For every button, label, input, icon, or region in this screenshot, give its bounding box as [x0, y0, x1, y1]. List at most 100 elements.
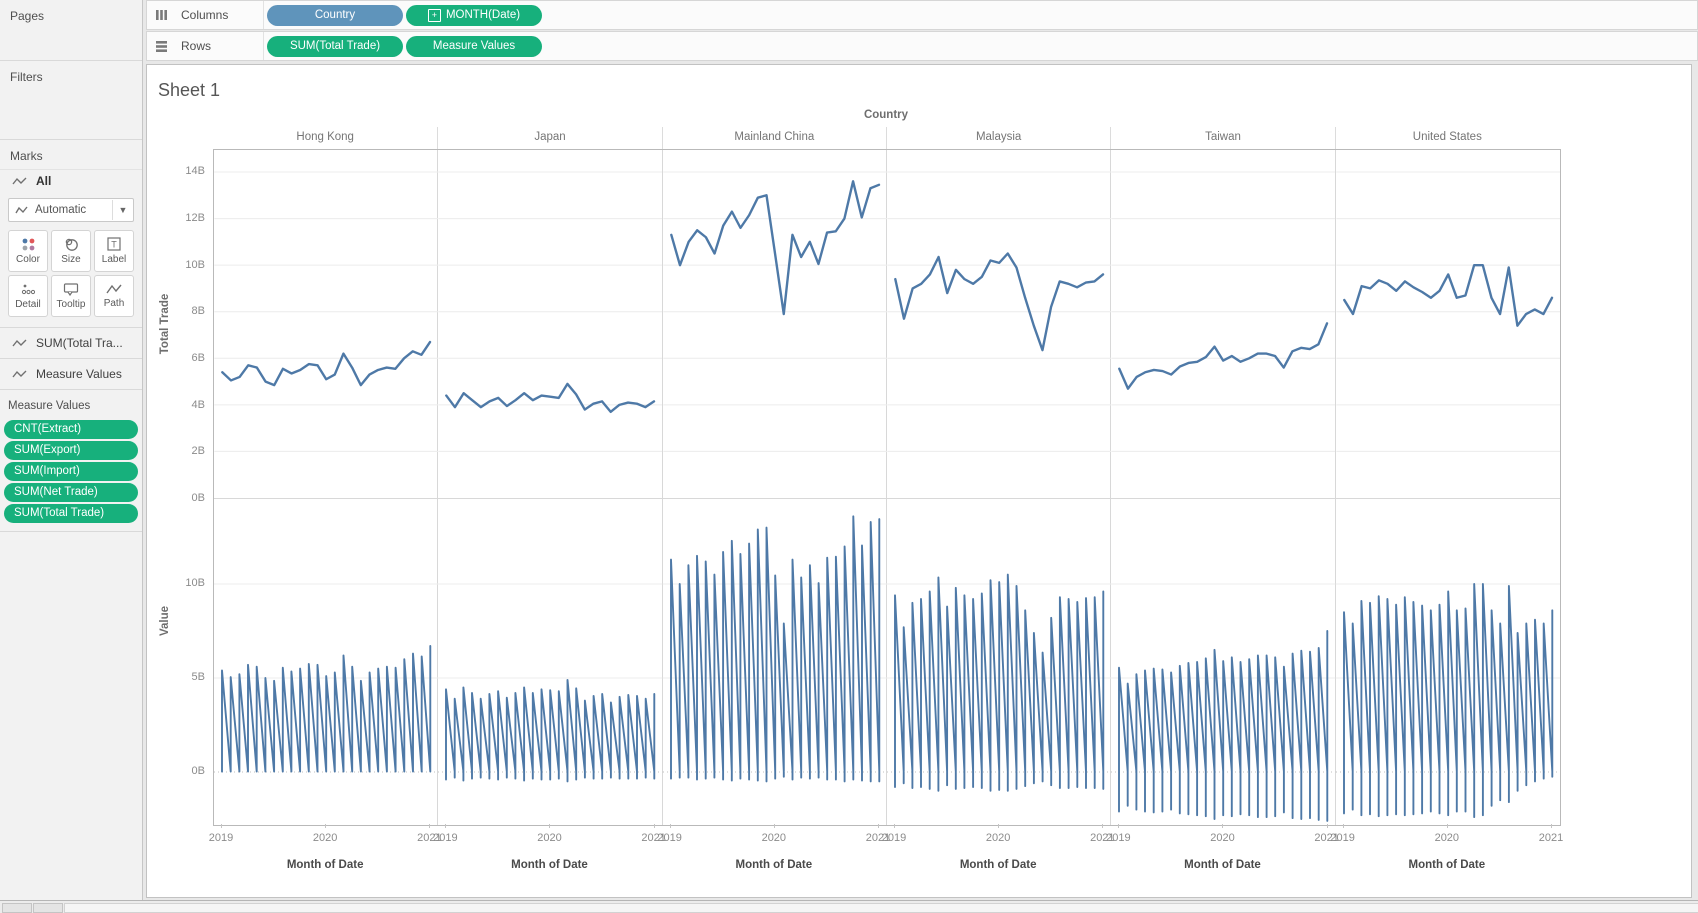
color-button[interactable]: Color	[8, 230, 48, 272]
measure-values-line[interactable]	[669, 515, 880, 783]
measure-values-line[interactable]	[445, 678, 656, 783]
facet-header-malaysia: Malaysia	[885, 127, 1110, 149]
x-tick-label: 2019	[433, 832, 458, 844]
tooltip-button[interactable]: Tooltip	[51, 275, 91, 317]
total-trade-chart-mainland-china[interactable]	[662, 150, 887, 499]
columns-shelf[interactable]: Columns Country + MONTH(Date)	[146, 0, 1698, 30]
x-tick-label: 2021	[1314, 832, 1339, 844]
color-icon	[22, 238, 34, 251]
y-tick-label: 12B	[185, 211, 205, 224]
path-button[interactable]: Path	[94, 275, 134, 317]
y-tick-label: 2B	[191, 445, 205, 458]
x-tick-label: 2020	[312, 832, 338, 844]
svg-text:T: T	[111, 240, 117, 250]
x-axis-panel-mainland-china[interactable]: 2019 2020 2021	[657, 824, 890, 870]
x-tick-label: 2021	[1538, 832, 1564, 844]
pill-sum-export[interactable]: SUM(Export)	[4, 441, 138, 460]
y-tick-label: 10B	[185, 258, 205, 271]
facet-panel-united-states	[1335, 150, 1560, 825]
trend-line[interactable]	[894, 252, 1105, 352]
x-tick-label: 2019	[657, 832, 682, 844]
x-tick	[1342, 824, 1344, 828]
facet-header-japan: Japan	[437, 127, 661, 149]
measure-values-line[interactable]	[894, 573, 1105, 792]
shelf-divider	[263, 32, 264, 60]
pill-month-date[interactable]: + MONTH(Date)	[406, 4, 542, 26]
measure-values-line[interactable]	[1118, 630, 1329, 822]
scroll-button-right[interactable]	[33, 903, 63, 913]
measure-values-chart-japan[interactable]	[438, 499, 663, 825]
trend-line[interactable]	[669, 180, 880, 316]
total-trade-chart-taiwan[interactable]	[1111, 150, 1336, 499]
measure-values-chart-united-states[interactable]	[1335, 499, 1560, 825]
x-tick-label: 2021	[641, 832, 666, 844]
x-tick-label: 2020	[1210, 832, 1235, 844]
pill-sum-total-trade[interactable]: SUM(Total Trade)	[4, 504, 138, 523]
pill-measure-values-rows[interactable]: Measure Values	[406, 35, 542, 57]
x-tick-label: 2021	[1090, 832, 1115, 844]
detail-button[interactable]: Detail	[8, 275, 48, 317]
pill-sum-import[interactable]: SUM(Import)	[4, 462, 138, 481]
total-trade-chart-japan[interactable]	[438, 150, 663, 499]
status-scroll-strip	[0, 900, 1698, 913]
total-trade-chart-hong-kong[interactable]	[214, 150, 439, 499]
trend-line[interactable]	[221, 340, 432, 387]
scroll-button-left[interactable]	[2, 903, 32, 913]
x-tick	[221, 824, 222, 828]
x-axis-panel-united-states[interactable]: 2019 2020 2021	[1330, 824, 1563, 870]
trend-line[interactable]	[1342, 263, 1553, 327]
line-mark-icon	[12, 339, 27, 347]
total-trade-chart-malaysia[interactable]	[886, 150, 1111, 499]
marks-layer-measure-values[interactable]: Measure Values	[0, 358, 142, 389]
pill-sum-total-trade-rows[interactable]: SUM(Total Trade)	[267, 35, 403, 57]
mark-type-dropdown[interactable]: Automatic ▼	[8, 198, 134, 222]
chevron-down-icon[interactable]: ▼	[112, 200, 133, 220]
measure-values-chart-mainland-china[interactable]	[662, 499, 887, 825]
pages-shelf[interactable]: Pages	[0, 0, 142, 61]
x-axis-panel-japan[interactable]: 2019 2020 2021	[433, 824, 666, 870]
sidebar: Pages Filters Marks All Automatic ▼ Colo…	[0, 0, 143, 900]
x-axis-panel-malaysia[interactable]: 2019 2020 2021	[882, 824, 1115, 870]
pill-country[interactable]: Country	[267, 4, 403, 26]
x-axis-panel-hong-kong[interactable]: 2019 2020 2021	[209, 824, 442, 870]
x-tick-label: 2020	[537, 832, 562, 844]
tooltip-icon	[63, 283, 79, 296]
filters-shelf[interactable]: Filters	[0, 61, 142, 140]
trend-line[interactable]	[445, 382, 656, 414]
x-tick-label: 2020	[985, 832, 1011, 844]
x-axis-title-japan: Month of Date	[511, 859, 588, 871]
chart-grid	[213, 149, 1561, 826]
sheet-title: Sheet 1	[158, 80, 221, 100]
measure-values-line[interactable]	[221, 645, 432, 773]
pill-cnt-extract[interactable]: CNT(Extract)	[4, 420, 138, 439]
horizontal-scrollbar[interactable]	[64, 903, 1698, 913]
size-icon	[65, 238, 78, 251]
path-icon	[106, 284, 122, 294]
marks-layer-all[interactable]: All	[0, 169, 142, 194]
marks-title: Marks	[10, 149, 43, 163]
x-axis-panel-taiwan[interactable]: 2019 2020 2021	[1106, 824, 1339, 870]
measure-values-chart-hong-kong[interactable]	[214, 499, 439, 825]
filters-label: Filters	[10, 70, 43, 84]
trend-line[interactable]	[1118, 322, 1329, 390]
y-axis-title-value: Value	[159, 605, 171, 637]
measure-values-chart-taiwan[interactable]	[1111, 499, 1336, 825]
marks-card: Marks All Automatic ▼ Color	[0, 140, 142, 390]
x-tick	[998, 824, 1000, 828]
y-tick-label: 10B	[185, 577, 205, 589]
measure-values-chart-malaysia[interactable]	[886, 499, 1112, 825]
rows-icon	[147, 40, 181, 52]
marks-layer-sum-total-trade[interactable]: SUM(Total Tra...	[0, 327, 142, 358]
facet-column-headers: Hong Kong Japan Mainland China Malaysia Taiw…	[213, 127, 1559, 149]
label-icon: T	[107, 237, 121, 251]
measure-values-title: Measure Values	[8, 400, 91, 412]
label-button[interactable]: T Label	[94, 230, 134, 272]
x-tick	[1222, 824, 1224, 828]
rows-shelf[interactable]: Rows SUM(Total Trade) Measure Values	[146, 31, 1698, 61]
columns-icon	[147, 9, 181, 21]
size-button[interactable]: Size	[51, 230, 91, 272]
measure-values-line[interactable]	[1342, 583, 1553, 819]
total-trade-chart-united-states[interactable]	[1335, 150, 1560, 499]
pill-sum-net-trade[interactable]: SUM(Net Trade)	[4, 483, 138, 502]
expand-plus-icon[interactable]: +	[427, 8, 441, 22]
